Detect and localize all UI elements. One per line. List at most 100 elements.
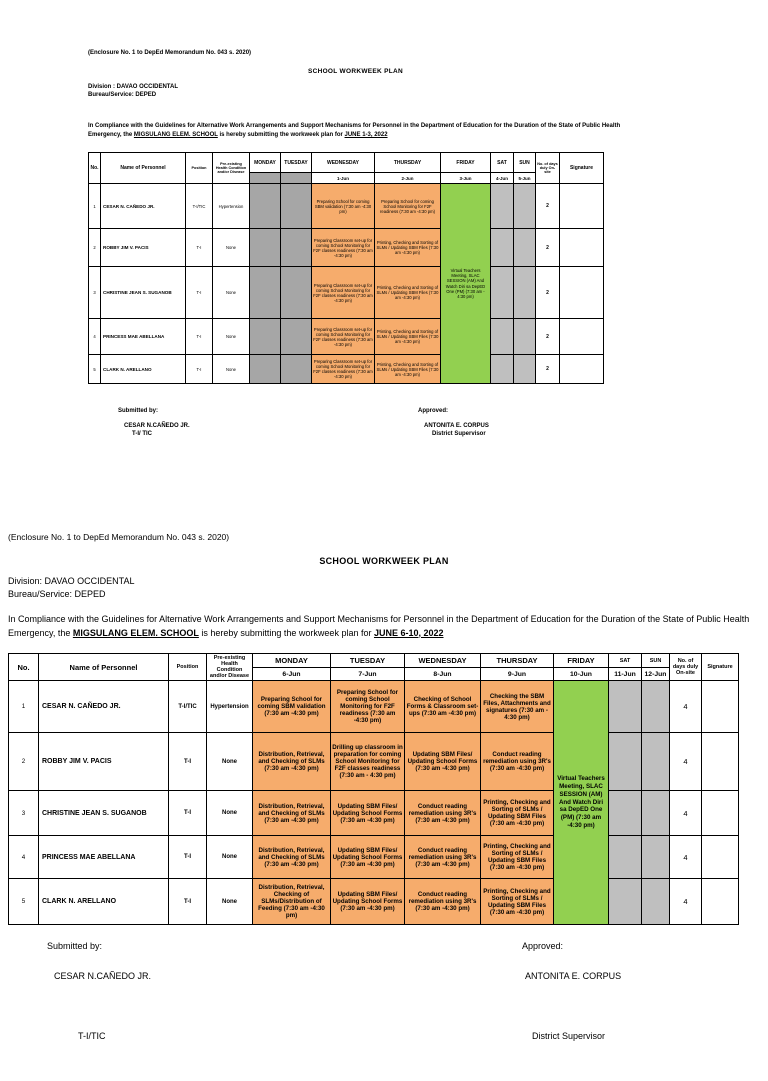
school-name: MIGSULANG ELEM. SCHOOL	[133, 132, 218, 138]
division-line: Division: DAVAO OCCIDENTAL	[8, 576, 135, 586]
cell-no: 1	[88, 183, 101, 229]
cell-wednesday: Preparing Classroom set-up for coming Sc…	[311, 228, 375, 267]
col-header-thursday: THURSDAY	[374, 152, 441, 173]
document-title: SCHOOL WORKWEEK PLAN	[307, 68, 404, 75]
date-cell-monday	[249, 172, 281, 184]
cell-position: T-I/TIC	[168, 680, 207, 733]
cell-sun	[513, 266, 536, 319]
cell-thursday: Printing, Checking and Sorting of SLMs /…	[374, 266, 441, 319]
personnel-row: 5 CLARK N. ARELLANO T-I None Distributio…	[8, 878, 739, 925]
cell-health: None	[212, 354, 250, 384]
cell-name: ROBBY JIM V. PACIS	[38, 732, 169, 791]
date-cell-friday: 3-Jun	[440, 172, 491, 184]
compliance-paragraph: In Compliance with the Guidelines for Al…	[88, 122, 623, 140]
plan-dates: JUNE 6-10, 2022	[373, 627, 444, 638]
personnel-row: 3 CHRISTINE JEAN S. SUGANOB T-I None Pre…	[88, 266, 604, 319]
submitted-by-name: CESAR N.CAÑEDO JR.	[54, 971, 152, 981]
cell-signature	[701, 732, 739, 791]
cell-thursday: Printing, Checking and Sorting of SLMs /…	[374, 318, 441, 355]
cell-onsite-days: 2	[535, 228, 560, 267]
cell-name: CHRISTINE JEAN S. SUGANOB	[100, 266, 186, 319]
col-header-onsite-days: No. of days duly On-site	[535, 152, 560, 184]
cell-monday: Distribution, Retrieval, Checking of SLM…	[252, 878, 331, 925]
approved-block: Approved: ANTONITA E. CORPUS District Su…	[418, 408, 489, 437]
cell-wednesday: Checking of School Forms & Classroom set…	[404, 680, 481, 733]
cell-monday	[249, 354, 281, 384]
cell-position: T-I	[168, 790, 207, 836]
cell-thursday: Printing, Checking and Sorting of SLMs /…	[374, 354, 441, 384]
cell-no: 2	[8, 732, 39, 791]
date-cell-wednesday: 8-Jun	[404, 667, 481, 681]
col-header-wednesday: WEDNESDAY	[404, 653, 481, 668]
cell-position: T-I	[185, 266, 213, 319]
col-header-sun: SUN	[641, 653, 670, 668]
cell-monday: Distribution, Retrieval, and Checking of…	[252, 790, 331, 836]
cell-onsite-days: 4	[669, 835, 702, 879]
approved-label: Approved:	[522, 941, 564, 951]
cell-no: 1	[8, 680, 39, 733]
cell-tuesday	[280, 266, 312, 319]
cell-sat	[608, 835, 642, 879]
cell-thursday: Printing, Checking and Sorting of SLMs /…	[480, 790, 554, 836]
personnel-row: 3 CHRISTINE JEAN S. SUGANOB T-I None Dis…	[8, 790, 739, 836]
cell-tuesday	[280, 183, 312, 229]
compliance-text-mid: is hereby submitting the workweek plan f…	[217, 132, 345, 138]
cell-onsite-days: 2	[535, 318, 560, 355]
date-cell-sun: 5-Jun	[513, 172, 536, 184]
cell-sat	[490, 228, 514, 267]
cell-wednesday: Preparing Classroom set-up for coming Sc…	[311, 354, 375, 384]
col-header-onsite-days: No. of days duly On-site	[669, 653, 702, 681]
cell-health: None	[206, 878, 253, 925]
cell-monday	[249, 228, 281, 267]
cell-position: T-I	[168, 732, 207, 791]
date-cell-thursday: 2-Jun	[374, 172, 441, 184]
cell-position: T-I	[185, 318, 213, 355]
cell-onsite-days: 4	[669, 732, 702, 791]
col-header-tuesday: TUESDAY	[280, 152, 312, 173]
cell-wednesday: Preparing School for coming SBM validati…	[311, 183, 375, 229]
cell-sun	[513, 318, 536, 355]
cell-health: Hypertension	[212, 183, 250, 229]
personnel-row: 4 PRINCESS MAE ABELLANA T-I None Prepari…	[88, 318, 604, 355]
submitted-by-label: Submitted by:	[47, 941, 103, 951]
cell-health: None	[212, 266, 250, 319]
cell-name: CHRISTINE JEAN S. SUGANOB	[38, 790, 169, 836]
col-header-no: No.	[88, 152, 101, 184]
col-header-signature: Signature	[559, 152, 604, 184]
col-header-signature: Signature	[701, 653, 739, 681]
cell-onsite-days: 2	[535, 183, 560, 229]
approved-name: ANTONITA E. CORPUS	[525, 971, 622, 981]
personnel-row: 2 ROBBY JIM V. PACIS T-I None Preparing …	[88, 228, 604, 267]
division-line: Division : DAVAO OCCIDENTAL	[88, 84, 178, 90]
col-header-position: Position	[185, 152, 213, 184]
cell-position: T-I	[168, 835, 207, 879]
cell-signature	[559, 318, 604, 355]
cell-health: None	[206, 835, 253, 879]
cell-thursday: Conduct reading remediation using 3R's (…	[480, 732, 554, 791]
col-header-name: Name of Personnel	[38, 653, 169, 681]
cell-no: 5	[88, 354, 101, 384]
date-cell-tuesday: 7-Jun	[330, 667, 405, 681]
cell-position: T-I	[168, 878, 207, 925]
date-cell-friday: 10-Jun	[553, 667, 609, 681]
cell-monday	[249, 266, 281, 319]
cell-sun	[641, 790, 670, 836]
cell-position: T-I/TIC	[185, 183, 213, 229]
cell-onsite-days: 2	[535, 354, 560, 384]
personnel-row: 2 ROBBY JIM V. PACIS T-I None Distributi…	[8, 732, 739, 791]
compliance-text-pre: In Compliance with the Guidelines for Al…	[8, 614, 750, 638]
cell-sun	[513, 183, 536, 229]
cell-tuesday: Updating SBM Files/ Updating School Form…	[330, 790, 405, 836]
cell-tuesday: Drilling up classroom in preparation for…	[330, 732, 405, 791]
submitted-by-title: T-I/TIC	[78, 1031, 106, 1041]
cell-sun	[641, 732, 670, 791]
cell-wednesday: Conduct reading remediation using 3R's (…	[404, 835, 481, 879]
signoff-block: Submitted by: CESAR N.CAÑEDO JR. T-I/TIC…	[8, 941, 760, 1081]
personnel-row: 1 CESAR N. CAÑEDO JR. T-I/TIC Hypertensi…	[88, 183, 604, 384]
cell-sat	[608, 680, 642, 733]
cell-signature	[701, 835, 739, 879]
cell-wednesday: Conduct reading remediation using 3R's (…	[404, 878, 481, 925]
cell-sun	[641, 878, 670, 925]
cell-onsite-days: 2	[535, 266, 560, 319]
personnel-row: 1 CESAR N. CAÑEDO JR. T-I/TIC Hypertensi…	[8, 680, 739, 925]
